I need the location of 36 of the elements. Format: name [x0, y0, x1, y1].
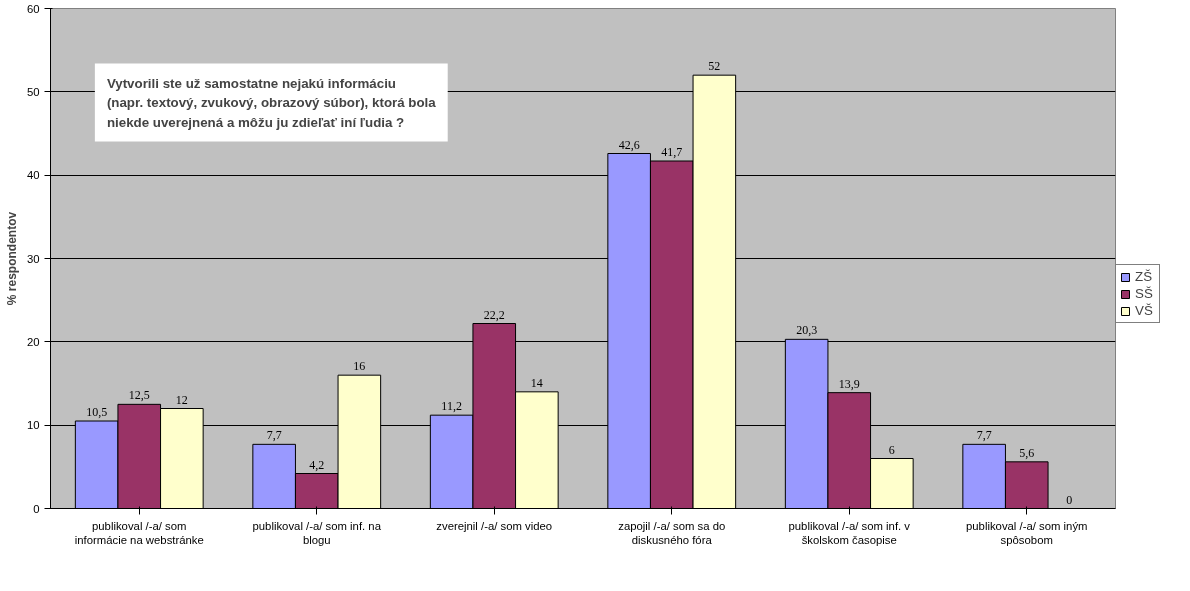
- x-tick-label: zapojil /-a/ som sa do diskusného fóra: [618, 519, 726, 546]
- data-label: 5,6: [1019, 445, 1035, 460]
- data-label: 22,2: [483, 307, 505, 322]
- data-label: 7,7: [976, 428, 992, 443]
- data-label: 42,6: [618, 137, 640, 152]
- data-label: 16: [353, 359, 366, 374]
- y-tick-label: 60: [26, 2, 40, 15]
- data-label: 52: [708, 59, 721, 74]
- data-label: 41,7: [661, 145, 683, 159]
- data-label: 20,3: [796, 323, 818, 338]
- data-label: 12,5: [128, 388, 150, 403]
- y-axis-title: % respondentov: [4, 211, 19, 306]
- legend-label: VŠ: [1135, 303, 1154, 318]
- data-label: 4,2: [309, 457, 325, 472]
- legend-label: ZŠ: [1135, 269, 1154, 284]
- data-label: 13,9: [838, 376, 860, 391]
- data-label: 0: [1066, 492, 1073, 507]
- data-label: 6: [888, 442, 895, 457]
- x-tick-label: publikoval /-a/ som iným spôsobom: [966, 519, 1088, 546]
- x-tick-label: zverejnil /-a/ som video: [436, 519, 553, 532]
- data-label: 11,2: [441, 399, 462, 414]
- text: Vytvorili ste už samostatne nejakú informáciu (napr. textový, zvukový, obrazový súbor), ktorá bola niekde uverejnená a môžu ju zdieľať iní ľudia ?: [106, 75, 437, 130]
- y-tick-label: 30: [26, 252, 40, 265]
- data-label: 14: [530, 375, 543, 390]
- x-tick-label: publikoval /-a/ som inf. v školskom časopise: [788, 519, 911, 546]
- data-label: 10,5: [86, 405, 108, 419]
- data-label: 7,7: [266, 428, 282, 443]
- y-tick-label: 50: [26, 85, 40, 98]
- y-tick-label: 10: [26, 419, 40, 432]
- x-tick-label: publikoval /-a/ som informácie na webstránke: [74, 519, 204, 546]
- y-tick-label: 40: [26, 169, 40, 182]
- x-tick-label: publikoval /-a/ som inf. na blogu: [252, 519, 382, 546]
- y-tick-label: 20: [26, 335, 40, 348]
- y-tick-label: 0: [33, 502, 40, 515]
- legend-label: SŠ: [1135, 286, 1154, 301]
- data-label: 12: [175, 392, 188, 407]
